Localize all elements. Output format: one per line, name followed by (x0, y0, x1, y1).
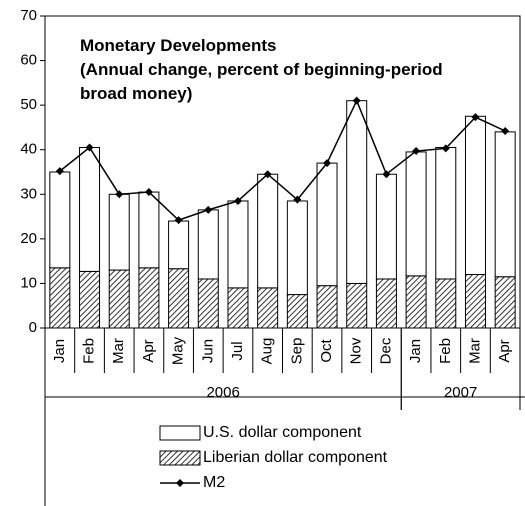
bar (108, 269, 130, 329)
bar (346, 100, 368, 284)
legend-swatch (159, 450, 201, 466)
bar (49, 171, 71, 269)
bar (464, 115, 486, 276)
group-label: 2007 (444, 384, 477, 401)
bar (464, 274, 486, 329)
bar (494, 276, 516, 329)
legend-marker (176, 479, 184, 487)
y-tick-label: 40 (20, 141, 37, 158)
bar (316, 285, 338, 329)
bar (227, 200, 249, 289)
bar (197, 278, 219, 329)
y-tick-label: 10 (20, 274, 37, 291)
line-marker (263, 170, 272, 179)
line-marker (323, 159, 332, 168)
line-marker (115, 190, 124, 199)
line-marker (412, 147, 421, 156)
chart-title: Monetary Developments (80, 36, 277, 55)
line-marker (233, 196, 242, 205)
legend-label: M2 (203, 474, 225, 491)
bar (346, 282, 368, 329)
bar (168, 220, 190, 270)
bar (286, 294, 308, 329)
line-marker (144, 188, 153, 197)
y-tick-label: 50 (20, 96, 37, 113)
bar (435, 146, 457, 280)
bar (49, 267, 71, 329)
x-tick-label: Mar (110, 338, 127, 364)
line-marker (55, 167, 64, 176)
line-marker (352, 96, 361, 105)
x-tick-label: Feb (437, 338, 454, 364)
x-tick-label: Aug (259, 338, 276, 365)
bar (494, 131, 516, 278)
bar (375, 173, 397, 280)
bar (316, 162, 338, 287)
bar (405, 151, 427, 277)
y-tick-label: 60 (20, 52, 37, 69)
x-tick-label: Nov (348, 337, 365, 364)
bar (405, 275, 427, 329)
x-tick-label: Sep (288, 338, 305, 365)
bar (79, 270, 101, 329)
line-marker (501, 126, 510, 135)
x-tick-label: Apr (140, 339, 157, 362)
bar (138, 267, 160, 329)
legend-label: Liberian dollar component (203, 449, 388, 466)
bar (227, 287, 249, 329)
titles: Monetary Developments (Annual change, pe… (80, 34, 480, 106)
y-tick-label: 20 (20, 230, 37, 247)
bar (79, 146, 101, 272)
y-tick-label: 70 (20, 7, 37, 24)
line-marker (174, 216, 183, 225)
x-tick-label: Jul (229, 341, 246, 360)
legend-swatch (159, 425, 201, 441)
bar (108, 193, 130, 271)
line-marker (471, 113, 480, 122)
bar (138, 191, 160, 269)
x-tick-label: Feb (81, 338, 98, 364)
bar (257, 173, 279, 289)
x-tick-label: Oct (318, 339, 335, 363)
x-tick-label: Mar (466, 338, 483, 364)
group-label: 2006 (206, 384, 239, 401)
x-tick-label: Dec (377, 337, 394, 364)
line (59, 98, 506, 221)
x-tick-label: Jan (407, 339, 424, 363)
y-tick-label: 0 (29, 319, 37, 336)
line-marker (85, 143, 94, 152)
x-tick-label: Apr (496, 339, 513, 362)
x-tick-label: May (170, 336, 187, 365)
y-tick-label: 30 (20, 185, 37, 202)
bar (375, 278, 397, 329)
line-marker (204, 205, 213, 214)
x-tick-label: Jan (51, 339, 68, 363)
bar (257, 287, 279, 329)
bar (286, 200, 308, 296)
line-marker (382, 170, 391, 179)
chart-subtitle: (Annual change, percent of beginning-per… (80, 60, 443, 103)
line-marker (293, 195, 302, 204)
x-tick-label: Jun (199, 339, 216, 363)
bar (168, 268, 190, 329)
legend-label: U.S. dollar component (203, 424, 362, 441)
line-marker (441, 144, 450, 153)
bar (435, 278, 457, 329)
bar (197, 209, 219, 280)
